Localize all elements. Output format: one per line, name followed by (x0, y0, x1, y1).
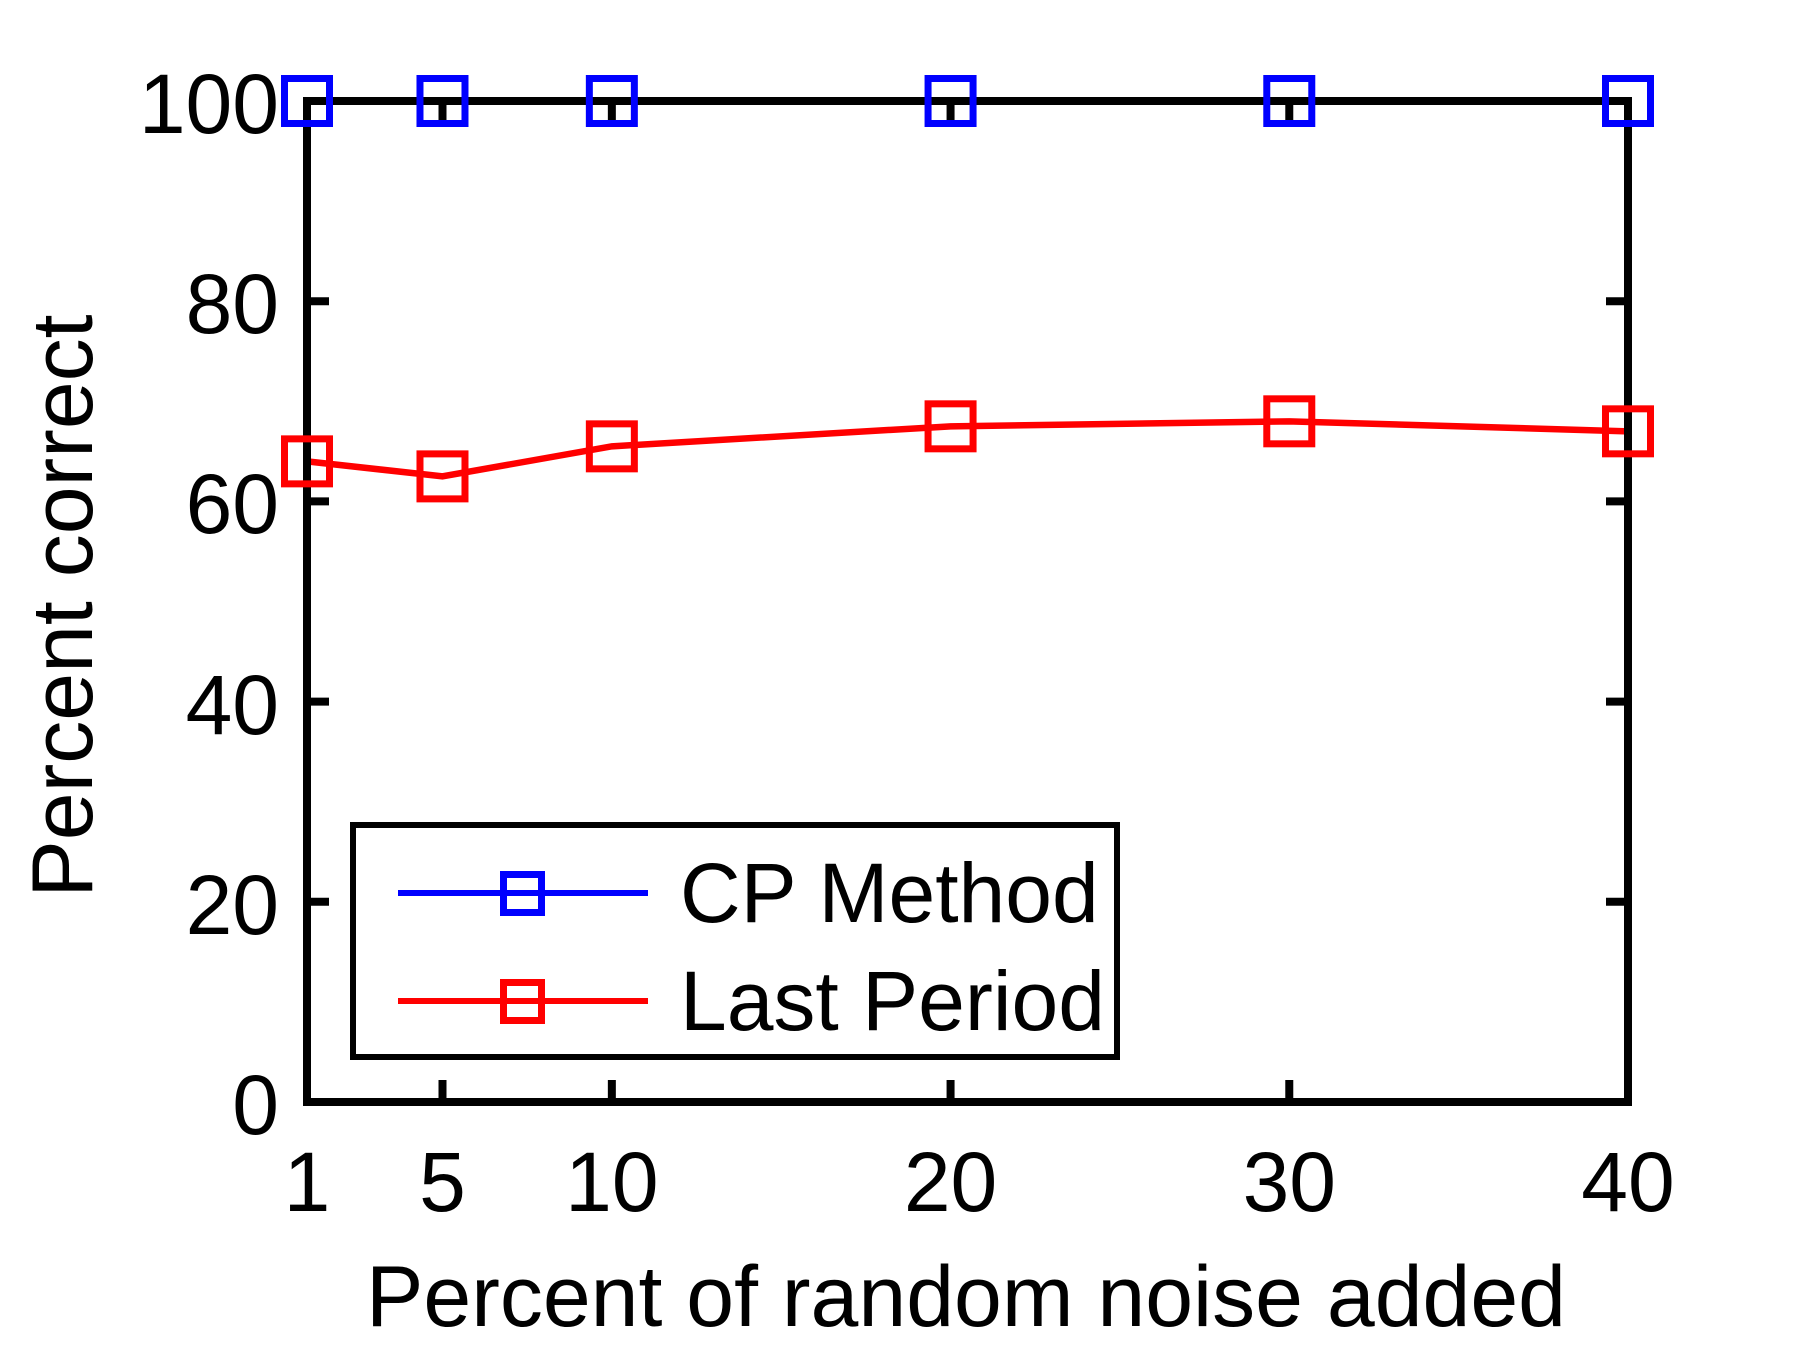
x-tick-label: 20 (903, 1135, 998, 1229)
y-tick-label: 80 (185, 257, 279, 352)
marker-square-0 (1602, 75, 1654, 127)
axis-box (303, 97, 1632, 1106)
marker-square-0 (1263, 75, 1316, 127)
marker-square-0 (281, 75, 333, 127)
legend-label-0: CP Method (680, 846, 1099, 940)
x-tick-label: 5 (419, 1135, 466, 1229)
marker-square-0 (585, 75, 638, 127)
marker-square-1 (1263, 395, 1316, 448)
marker-square-1 (1602, 405, 1654, 458)
marker-square-0 (416, 75, 469, 127)
y-tick-label: 0 (232, 1058, 279, 1152)
y-tick-label: 100 (138, 57, 279, 151)
marker-square-0 (924, 75, 977, 127)
x-tick-label: 40 (1581, 1135, 1675, 1229)
y-tick-label: 20 (185, 857, 279, 952)
legend-line-sample-1 (398, 979, 648, 1024)
legend-line-sample-0 (398, 871, 648, 916)
x-axis-label: Percent of random noise added (366, 1249, 1567, 1345)
legend-item-cp-method: CP Method (356, 839, 1114, 947)
marker-square-1 (585, 420, 638, 473)
legend-square-marker-icon-1 (500, 979, 545, 1024)
y-axis-label: Percent correct (15, 314, 111, 898)
x-tick-label: 10 (565, 1135, 659, 1229)
marker-square-1 (281, 435, 333, 488)
y-tick-label: 60 (185, 457, 279, 552)
marker-square-1 (416, 450, 469, 503)
x-tick-label: 1 (283, 1135, 331, 1229)
legend: CP Method Last Period (350, 822, 1120, 1060)
legend-square-marker-icon-0 (500, 871, 545, 916)
y-tick-label: 40 (185, 657, 279, 752)
legend-item-last-period: Last Period (356, 947, 1114, 1055)
x-tick-label: 30 (1242, 1135, 1336, 1229)
legend-label-1: Last Period (680, 954, 1105, 1048)
marker-square-1 (924, 400, 977, 453)
